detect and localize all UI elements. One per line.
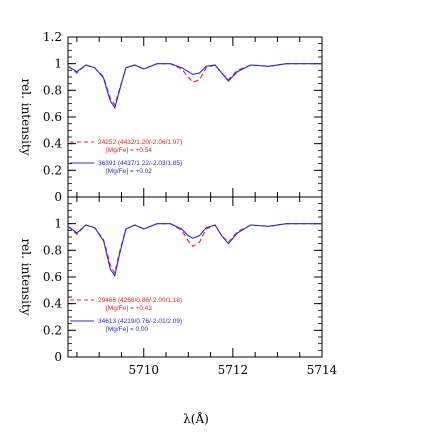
y-tick-label: 0.8 <box>43 243 62 257</box>
plot-frame <box>67 196 323 358</box>
legend-label: 24252 (4432/1.20/-2.06/1.97) <box>98 139 182 146</box>
legend-sublabel: [Mg/Fe] = +0.02 <box>106 168 152 175</box>
x-tick-label: 5710 <box>128 363 159 377</box>
y-tick-label: 0.4 <box>43 137 62 151</box>
x-axis-title: λ(Å) <box>183 411 209 426</box>
y-tick-label: 1 <box>54 217 62 231</box>
y-tick-label: 0.2 <box>43 323 62 337</box>
y-tick-label: 0.8 <box>43 83 62 97</box>
y-tick-label: 1.2 <box>43 30 62 44</box>
bottom-panel: 0 0.2 0.4 0.6 0.8 1 5710 5712 5714 rel. intensity… <box>19 196 338 377</box>
y-tick-label: 1 <box>54 57 62 71</box>
legend-label: 29466 (4268/0.86/-2.00/1.18) <box>98 297 182 304</box>
series-line-blue <box>67 223 322 278</box>
legend-sublabel: [Mg/Fe] = +0.43 <box>106 305 152 312</box>
series-line-blue <box>67 63 322 110</box>
y-tick-label: 0.2 <box>43 163 62 177</box>
top-panel: 0 0.2 0.4 0.6 0.8 1 1.2 rel. intensity 24252 (44… <box>19 30 323 204</box>
x-tick-label: 5712 <box>218 363 249 377</box>
series-line-red <box>67 63 322 107</box>
y-tick-label: 0.4 <box>43 297 62 311</box>
legend-sublabel: [Mg/Fe] = +0.54 <box>106 147 152 154</box>
legend-sublabel: [Mg/Fe] = 0.00 <box>106 326 148 333</box>
y-axis-title: rel. intensity <box>19 78 33 155</box>
y-tick-label: 0 <box>54 350 62 364</box>
y-axis-title: rel. intensity <box>19 238 33 315</box>
y-tick-label: 0.6 <box>43 270 62 284</box>
y-tick-label: 0.6 <box>43 110 62 124</box>
x-tick-label: 5714 <box>307 363 338 377</box>
series-line-red <box>67 223 322 275</box>
legend-label: 34613 (4219/0.76/-2.01/2.09) <box>98 318 182 325</box>
y-tick-label: 0 <box>54 190 62 204</box>
legend-label: 36391 (4437/1.22/-2.03/1.85) <box>98 160 182 167</box>
